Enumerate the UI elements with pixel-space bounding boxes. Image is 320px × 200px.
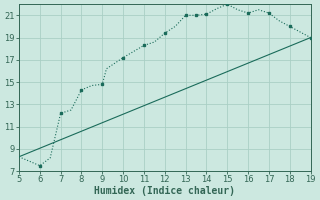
X-axis label: Humidex (Indice chaleur): Humidex (Indice chaleur) <box>94 186 235 196</box>
